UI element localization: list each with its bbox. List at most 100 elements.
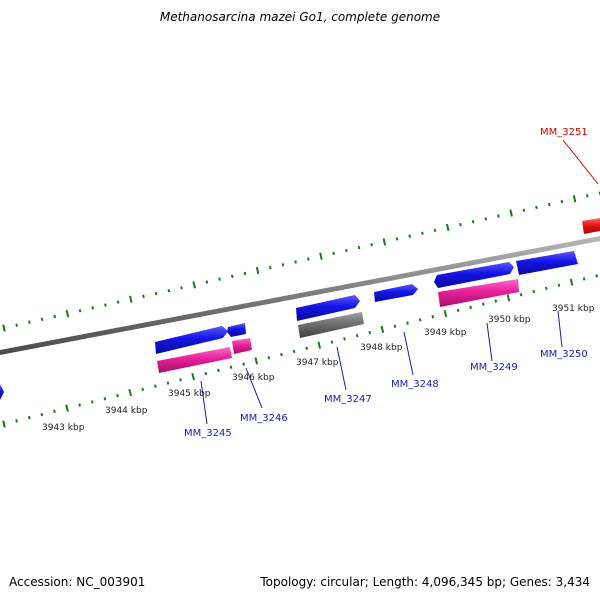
major-tick: [191, 373, 195, 381]
minor-tick: [433, 228, 437, 233]
gene-feature-red[interactable]: [582, 218, 600, 234]
leader-line: [336, 346, 347, 391]
minor-tick: [78, 309, 82, 313]
minor-tick: [154, 291, 158, 296]
minor-tick: [53, 409, 56, 414]
minor-tick: [535, 205, 538, 210]
minor-tick: [217, 368, 220, 373]
gene-label[interactable]: MM_3250: [540, 349, 588, 360]
kbp-label: 3951 kbp: [552, 304, 595, 314]
minor-tick: [408, 234, 412, 238]
minor-tick: [305, 346, 308, 351]
leader-line: [200, 380, 208, 425]
major-tick: [65, 404, 69, 412]
minor-tick: [406, 321, 409, 325]
minor-tick: [242, 362, 245, 366]
genome-backbone: [0, 236, 600, 355]
minor-tick: [167, 288, 171, 293]
major-tick: [506, 294, 511, 302]
genome-summary-text: Topology: circular; Length: 4,096,345 bp…: [260, 575, 590, 589]
gene-feature-gray[interactable]: [298, 312, 364, 338]
major-tick: [509, 209, 513, 217]
minor-tick: [166, 381, 170, 385]
major-tick: [317, 341, 322, 349]
major-tick: [446, 223, 450, 232]
gene-label[interactable]: MM_3249: [470, 362, 518, 373]
minor-tick: [179, 378, 182, 382]
major-tick: [572, 195, 577, 203]
minor-tick: [104, 303, 107, 307]
gene-label[interactable]: MM_3246: [240, 413, 288, 424]
major-tick: [443, 310, 448, 318]
kbp-label: 3947 kbp: [296, 358, 339, 368]
minor-tick: [544, 286, 548, 291]
minor-tick: [116, 393, 119, 398]
minor-tick: [154, 384, 157, 388]
kbp-label: 3949 kbp: [424, 328, 467, 338]
kbp-label: 3948 kbp: [360, 343, 403, 353]
minor-tick: [307, 257, 310, 261]
gene-label[interactable]: MM_3247: [324, 394, 372, 405]
gene-label[interactable]: MM_3248: [391, 379, 439, 390]
minor-tick: [28, 320, 31, 324]
minor-tick: [395, 237, 399, 241]
major-tick: [254, 357, 259, 365]
minor-tick: [229, 365, 233, 369]
major-tick: [2, 324, 6, 332]
minor-tick: [469, 305, 472, 310]
minor-tick: [522, 208, 526, 212]
minor-tick: [532, 289, 536, 294]
minor-tick: [560, 199, 564, 204]
gene-feature-blue[interactable]: [0, 384, 4, 400]
minor-tick: [370, 243, 373, 247]
leader-line: [486, 322, 493, 362]
minor-tick: [204, 371, 208, 376]
accession-text: Accession: NC_003901: [9, 575, 146, 589]
minor-tick: [484, 217, 488, 221]
minor-tick: [355, 334, 359, 338]
minor-tick: [280, 352, 283, 357]
minor-tick: [243, 271, 247, 276]
gene-feature-blue[interactable]: [516, 251, 578, 275]
gene-feature-blue[interactable]: [374, 284, 418, 302]
leader-line: [562, 139, 599, 185]
major-tick: [129, 295, 133, 303]
minor-tick: [15, 419, 18, 423]
minor-tick: [357, 245, 361, 250]
major-tick: [65, 309, 70, 318]
gene-feature-blue[interactable]: [227, 323, 246, 337]
minor-tick: [393, 324, 397, 328]
gene-label[interactable]: MM_3251: [540, 127, 588, 138]
gene-feature-pink[interactable]: [157, 347, 232, 373]
minor-tick: [268, 265, 272, 270]
minor-tick: [218, 277, 221, 281]
minor-tick: [40, 317, 44, 322]
minor-tick: [281, 263, 285, 267]
leader-line: [403, 331, 414, 376]
kbp-labels: 3943 kbp 3944 kbp 3945 kbp 3946 kbp 3947…: [42, 304, 595, 433]
gene-feature-blue[interactable]: [296, 295, 360, 321]
gene-feature-blue[interactable]: [155, 326, 228, 354]
minor-tick: [345, 248, 348, 253]
gene-label-leaders: [200, 139, 599, 425]
kbp-label: 3945 kbp: [168, 389, 211, 399]
minor-tick: [40, 412, 44, 417]
minor-tick: [230, 274, 234, 279]
minor-tick: [481, 302, 485, 306]
gene-feature-pink[interactable]: [232, 338, 252, 354]
minor-tick: [582, 277, 586, 281]
minor-tick: [519, 293, 523, 297]
minor-tick: [471, 220, 475, 224]
minor-tick: [368, 330, 372, 335]
minor-tick: [294, 260, 297, 264]
minor-tick: [547, 202, 551, 207]
minor-tick: [27, 415, 31, 420]
minor-tick: [141, 387, 145, 392]
minor-tick: [497, 214, 500, 218]
gene-label[interactable]: MM_3245: [184, 428, 232, 439]
gene-feature-pink[interactable]: [438, 279, 519, 307]
gene-feature-blue[interactable]: [434, 262, 514, 288]
leader-line: [557, 310, 563, 348]
minor-tick: [330, 340, 334, 344]
